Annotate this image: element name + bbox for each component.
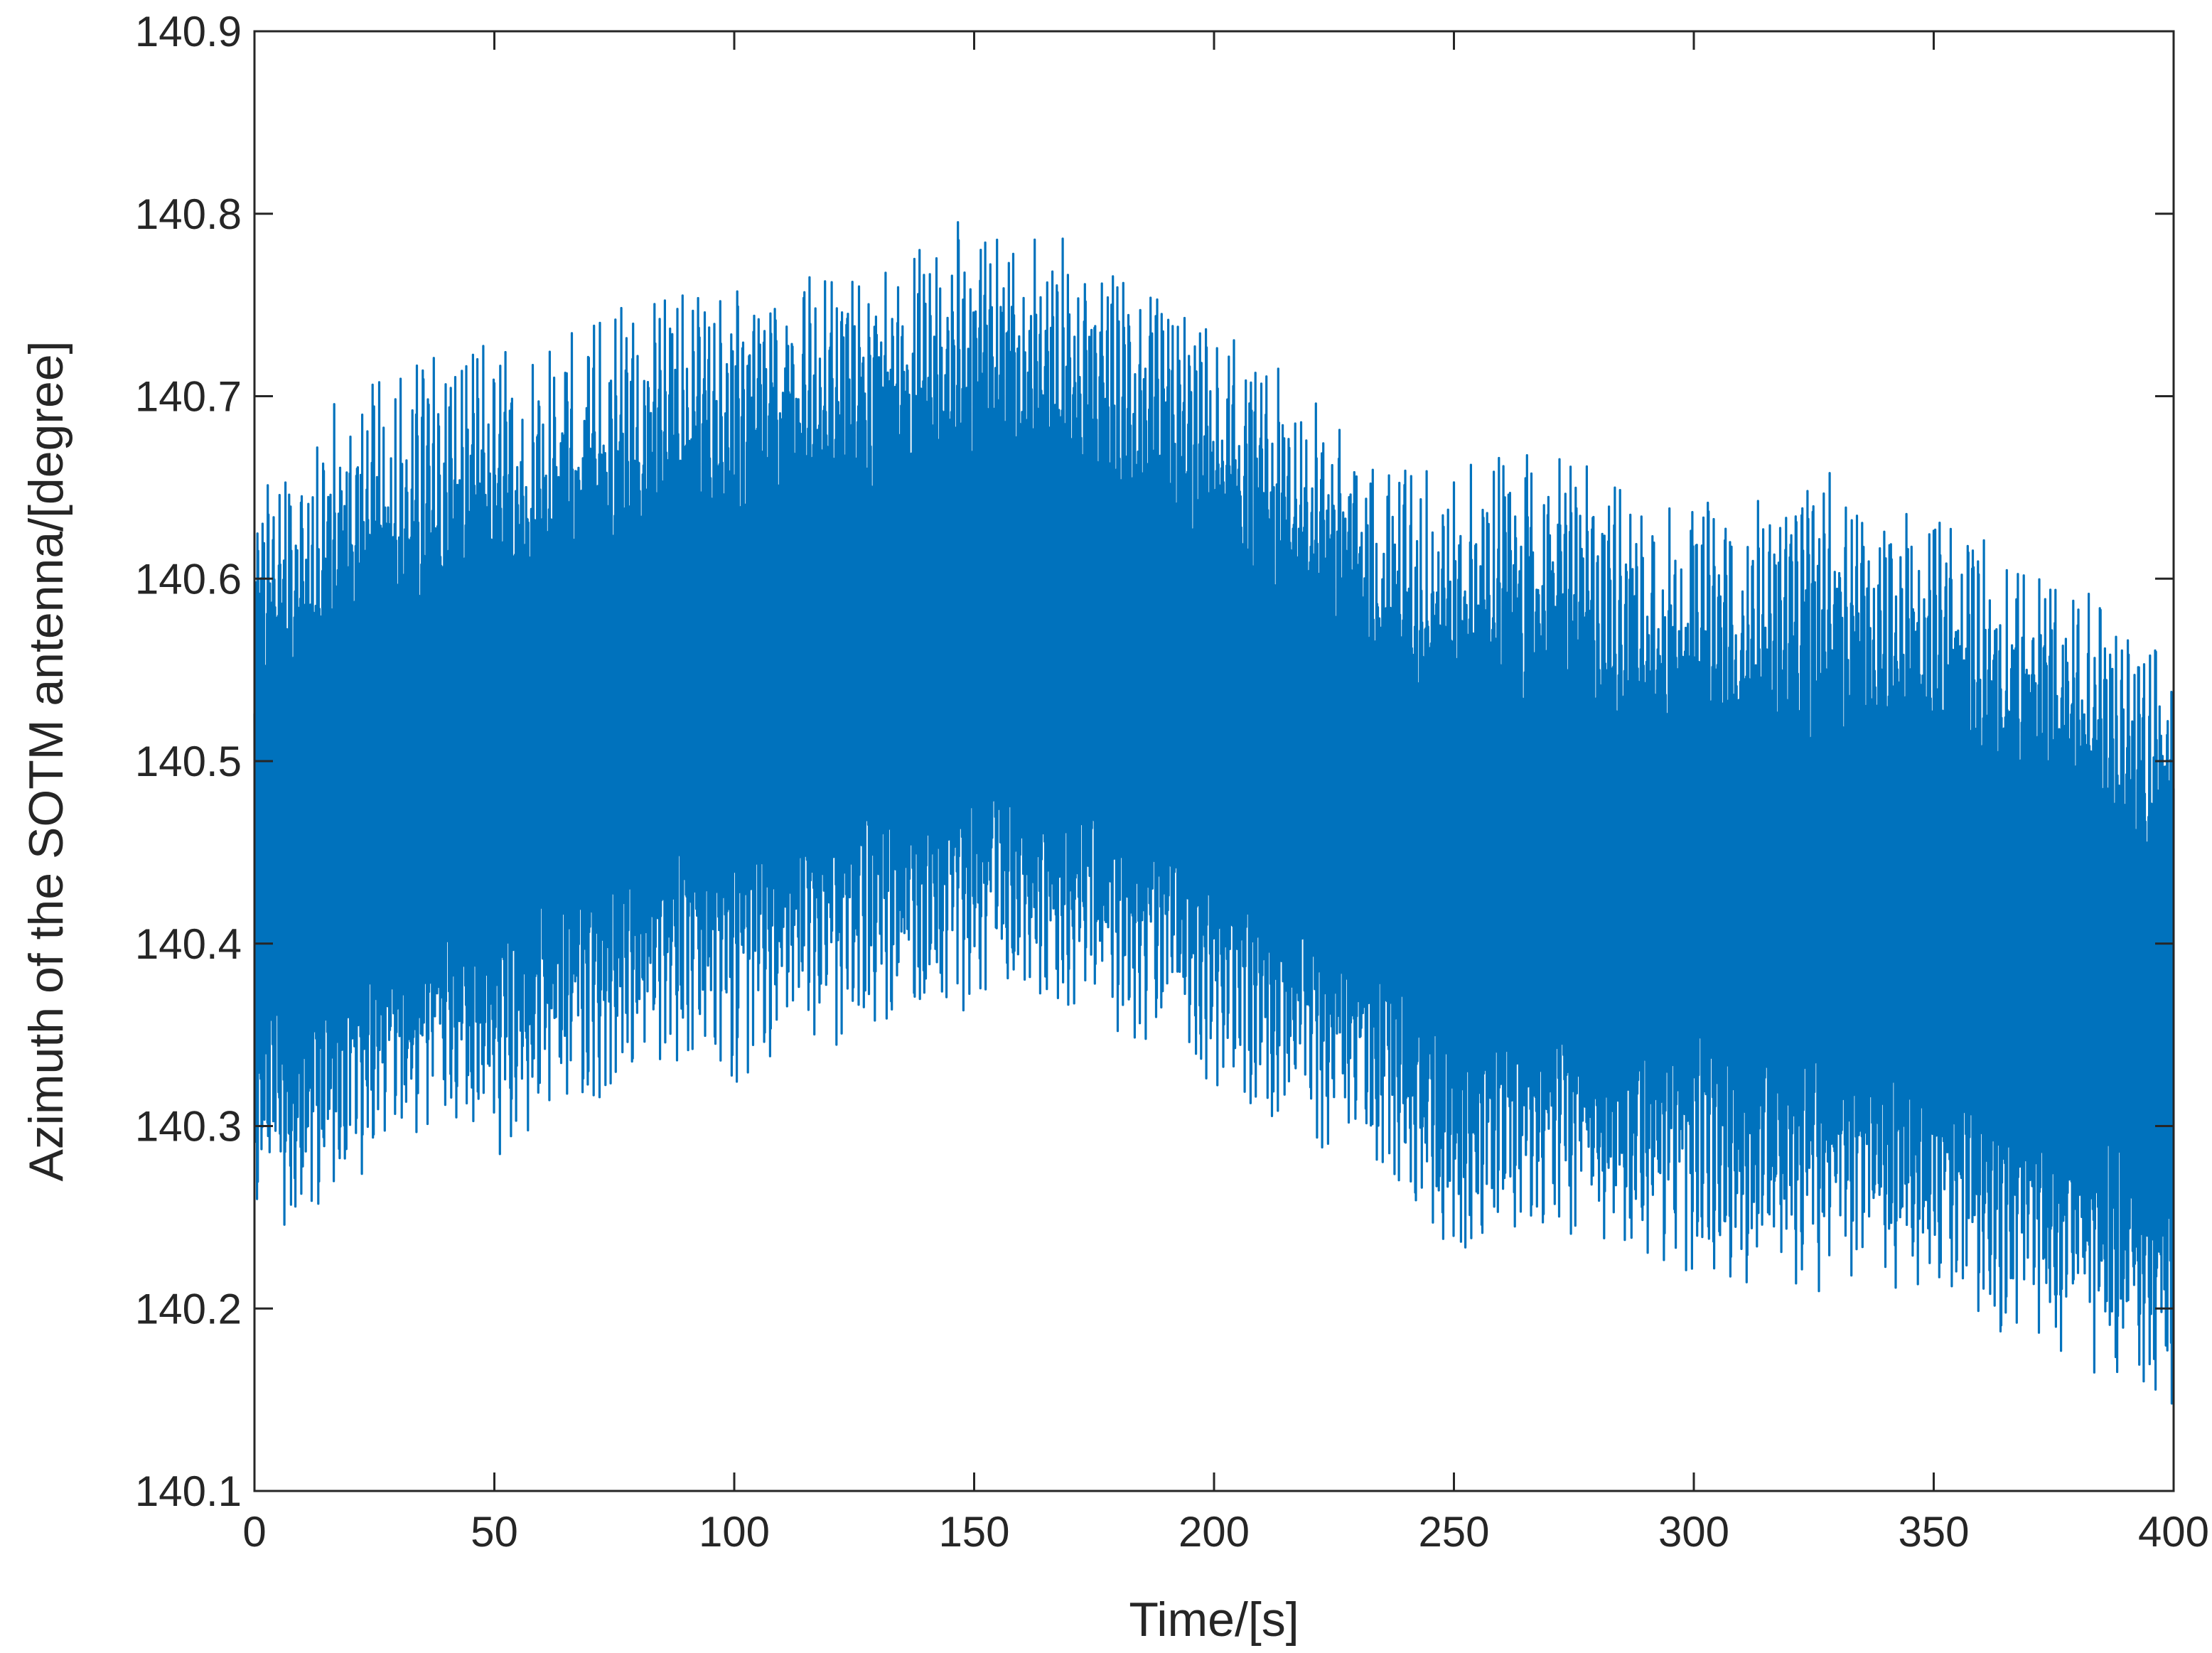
- x-tick-label: 250: [1418, 1508, 1489, 1556]
- x-tick-label: 50: [471, 1508, 518, 1556]
- x-tick-label: 350: [1898, 1508, 1969, 1556]
- x-tick-label: 300: [1658, 1508, 1729, 1556]
- y-tick-label: 140.5: [135, 738, 242, 785]
- x-tick-label: 0: [242, 1508, 266, 1556]
- y-axis-label: Azimuth of the SOTM antenna/[degree]: [19, 340, 73, 1181]
- y-tick-label: 140.3: [135, 1103, 242, 1151]
- x-tick-label: 200: [1179, 1508, 1250, 1556]
- series-line-azimuth: [253, 221, 2175, 1405]
- y-axis-ticks: 140.1 140.2 140.3 140.4 140.5 140.6 140.7 140.8…: [135, 8, 2174, 1515]
- y-tick-label: 140.4: [135, 920, 242, 968]
- x-tick-label: 100: [699, 1508, 770, 1556]
- y-tick-label: 140.1: [135, 1468, 242, 1515]
- y-tick-label: 140.9: [135, 8, 242, 55]
- y-tick-label: 140.6: [135, 555, 242, 603]
- x-axis-ticks: 0 50 100 150 200 250 300 350 400: [242, 31, 2209, 1556]
- plot-area: [253, 31, 2175, 1491]
- x-tick-label: 400: [2138, 1508, 2209, 1556]
- x-axis-label: Time/[s]: [1129, 1593, 1299, 1647]
- y-tick-label: 140.8: [135, 190, 242, 238]
- x-tick-label: 150: [938, 1508, 1009, 1556]
- y-tick-label: 140.7: [135, 373, 242, 421]
- y-tick-label: 140.2: [135, 1285, 242, 1332]
